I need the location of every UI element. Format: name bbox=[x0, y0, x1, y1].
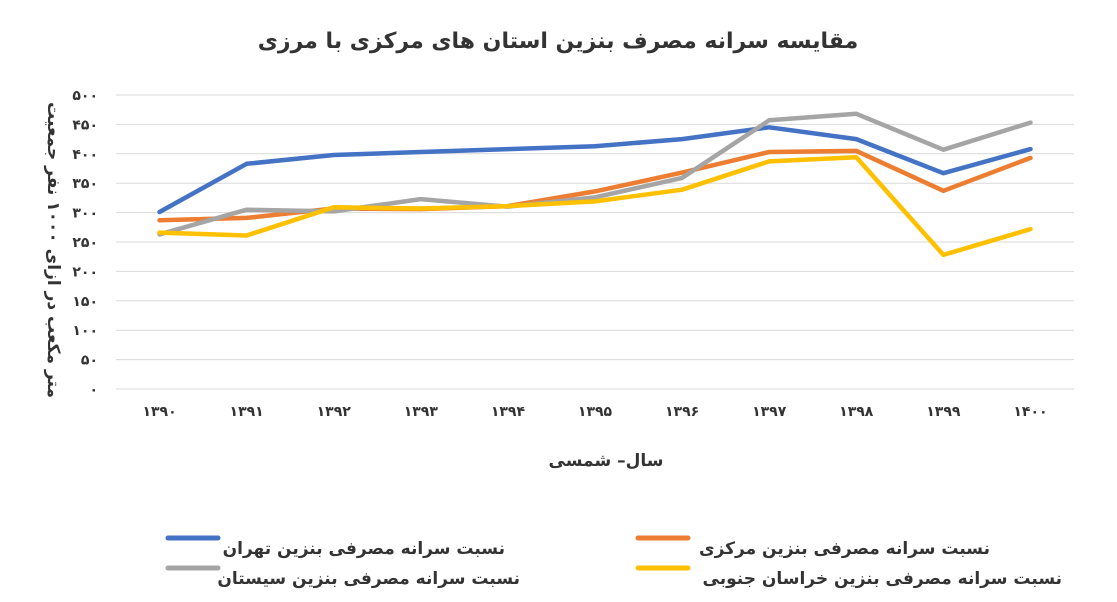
y-tick-label: ۳۰۰ bbox=[72, 206, 98, 222]
legend-label-0: نسبت سرانه مصرفی بنزین تهران bbox=[223, 539, 505, 559]
series-lines bbox=[157, 111, 1033, 258]
y-tick-label: ۱۰۰ bbox=[72, 323, 98, 339]
y-tick-label: ۵۰۰ bbox=[72, 88, 98, 104]
x-tick-label: ۱۳۹۷ bbox=[752, 404, 787, 420]
legend-label-1: نسبت سرانه مصرفی بنزین مرکزی bbox=[699, 539, 990, 559]
chart-title: مقایسه سرانه مصرف بنزین استان های مرکزی … bbox=[258, 29, 858, 54]
series-line-2 bbox=[157, 111, 1033, 237]
y-tick-label: ۲۵۰ bbox=[72, 235, 98, 251]
legend-label-3: نسبت سرانه مصرفی بنزین خراسان جنوبی bbox=[703, 569, 1062, 589]
x-axis-ticks: ۱۳۹۰ ۱۳۹۱ ۱۳۹۲ ۱۳۹۳ ۱۳۹۴ ۱۳۹۵ ۱۳۹۶ ۱۳۹۷ ۱۳۹۸ ۱۳۹۹… bbox=[142, 404, 1047, 420]
x-axis-label: سال– شمسی bbox=[549, 451, 664, 471]
x-tick-label: ۱۳۹۸ bbox=[839, 404, 874, 420]
series-line-3 bbox=[157, 155, 1033, 258]
y-axis-label: متر مکعب در ازای ۱۰۰۰ نفر جمعیت bbox=[43, 102, 63, 398]
series-line-0 bbox=[157, 125, 1033, 215]
x-tick-label: ۱۳۹۰ bbox=[142, 404, 176, 420]
y-tick-label: ۳۵۰ bbox=[72, 176, 98, 192]
y-tick-label: ۰ bbox=[89, 382, 98, 398]
x-tick-label: ۱۳۹۹ bbox=[926, 404, 961, 420]
x-tick-label: ۱۳۹۲ bbox=[317, 404, 352, 420]
x-tick-label: ۱۳۹۴ bbox=[491, 404, 526, 420]
x-tick-label: ۱۴۰۰ bbox=[1013, 404, 1047, 420]
y-axis-ticks: ۰ ۵۰ ۱۰۰ ۱۵۰ ۲۰۰ ۲۵۰ ۳۰۰ ۳۵۰ ۴۰۰ ۴۵۰ ۵۰۰ bbox=[72, 88, 98, 398]
legend-label-2: نسبت سرانه مصرفی بنزین سیستان bbox=[217, 569, 520, 589]
y-tick-label: ۵۰ bbox=[81, 353, 98, 369]
x-tick-label: ۱۳۹۶ bbox=[665, 404, 699, 420]
x-tick-label: ۱۳۹۱ bbox=[230, 404, 264, 420]
y-tick-label: ۱۵۰ bbox=[72, 294, 98, 310]
legend: نسبت سرانه مصرفی بنزین تهران نسبت سرانه م… bbox=[165, 535, 1062, 589]
y-tick-label: ۴۰۰ bbox=[72, 147, 98, 163]
x-tick-label: ۱۳۹۳ bbox=[404, 404, 439, 420]
y-tick-label: ۴۵۰ bbox=[72, 117, 98, 133]
y-tick-label: ۲۰۰ bbox=[72, 264, 98, 280]
x-tick-label: ۱۳۹۵ bbox=[578, 404, 613, 420]
